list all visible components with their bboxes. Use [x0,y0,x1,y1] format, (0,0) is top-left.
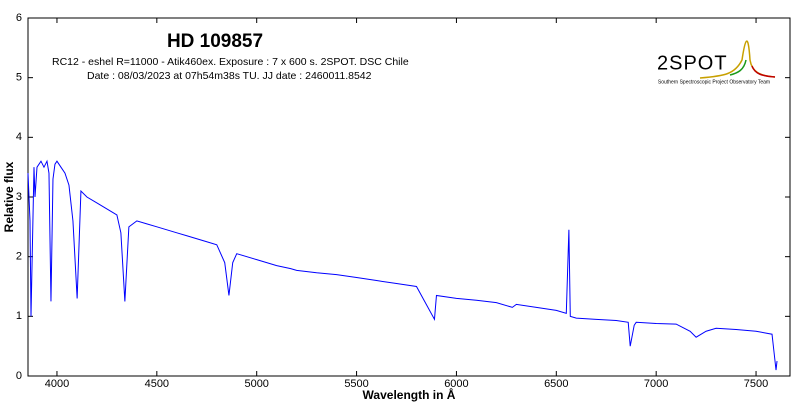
logo-curve [751,65,776,78]
logo-caption: Southern Spectroscopic Project Observato… [658,79,770,85]
x-tick-label: 5000 [244,378,268,390]
x-axis-label: Wavelength in Å [363,387,456,402]
subtitle: RC12 - eshel R=11000 - Atik460ex. Exposu… [52,56,409,68]
chart-title: HD 109857 [167,31,263,52]
y-tick-label: 4 [16,131,22,143]
x-tick-label: 7000 [644,378,668,390]
x-tick-label: 4500 [145,378,169,390]
x-tick-label: 6000 [444,378,468,390]
y-axis-label: Relative flux [2,161,16,232]
y-tick-label: 3 [16,191,22,203]
y-tick-label: 0 [16,370,22,382]
y-tick-label: 5 [16,72,22,84]
spectrum-line [27,159,778,371]
y-tick-label: 6 [16,12,22,24]
logo-curve [729,59,747,76]
logo: 2SPOT Southern Spectroscopic Project Obs… [657,40,776,85]
logo-name: 2SPOT [657,52,728,74]
x-tick-label: 6500 [544,378,568,390]
x-tick-label: 4000 [45,378,69,390]
x-tick-label: 7500 [744,378,768,390]
x-tick-label: 5500 [344,378,368,390]
y-tick-label: 2 [16,251,22,263]
subtitle: Date : 08/03/2023 at 07h54m38s TU. JJ da… [87,70,372,82]
y-tick-label: 1 [16,310,22,322]
